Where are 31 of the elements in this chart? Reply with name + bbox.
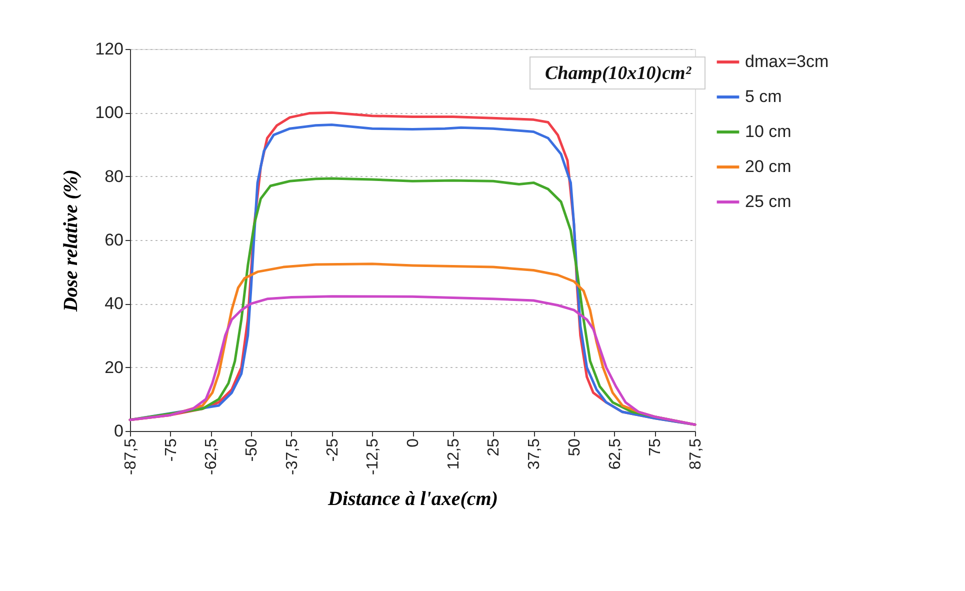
x-tick-label: 12,5	[445, 438, 462, 470]
y-tick-label: 0	[114, 422, 124, 440]
x-tick-label: 87,5	[688, 438, 704, 470]
x-tick-label: 50	[566, 438, 584, 456]
x-tick-label: -87,5	[122, 438, 140, 475]
legend-label: 25 cm	[745, 192, 792, 211]
y-tick-label: 100	[95, 103, 124, 122]
legend-label: 20 cm	[745, 157, 792, 176]
y-tick-label: 80	[104, 166, 124, 186]
x-tick-label: -25	[324, 438, 342, 462]
annotation: Champ(10x10)cm²	[544, 63, 692, 84]
x-tick-label: -12,5	[364, 438, 382, 475]
y-tick-label: 40	[104, 294, 124, 314]
x-tick-label: -37,5	[284, 438, 301, 475]
legend-label: dmax=3cm	[745, 52, 829, 71]
x-tick-label: 0	[405, 438, 422, 448]
x-tick-label: 75	[647, 438, 664, 456]
x-tick-label: 62,5	[606, 438, 624, 470]
x-tick-label: -62,5	[203, 438, 220, 475]
x-tick-label: 25	[486, 438, 503, 456]
y-tick-label: 60	[104, 230, 124, 250]
legend-label: 10 cm	[745, 122, 792, 141]
y-axis-title: Dose relative (%)	[60, 169, 82, 313]
x-tick-label: -50	[244, 438, 261, 462]
x-tick-label: 37,5	[526, 438, 544, 470]
y-tick-label: 20	[104, 358, 124, 377]
x-tick-label: -75	[162, 438, 180, 462]
legend-label: 5 cm	[745, 87, 782, 106]
x-axis-title: Distance à l'axe(cm)	[327, 488, 498, 510]
line-series	[128, 295, 696, 426]
y-tick-label: 120	[95, 40, 124, 58]
